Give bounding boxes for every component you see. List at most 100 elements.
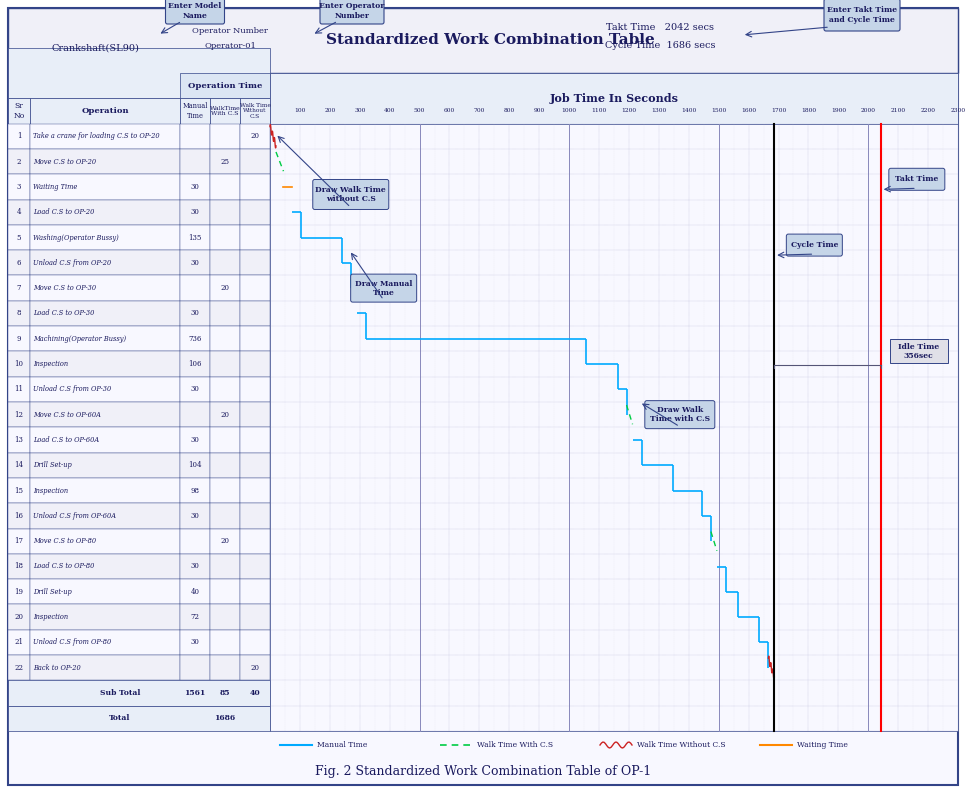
Text: Unload C.S from OP-60A: Unload C.S from OP-60A [33,512,116,520]
Bar [30,250,180,275]
Bar [240,98,270,124]
Bar [210,301,240,326]
Bar [180,377,210,402]
Text: Cycle Time: Cycle Time [790,241,838,249]
Bar [30,579,180,604]
Text: 11: 11 [14,385,23,393]
Bar [30,504,180,529]
Bar [180,529,210,554]
Text: Manual
Time: Manual Time [183,102,208,120]
Text: 19: 19 [14,588,23,596]
Text: 85: 85 [219,689,230,697]
Text: 6: 6 [16,259,21,266]
Text: 20: 20 [250,664,260,672]
Bar [240,377,270,402]
Bar [30,149,180,174]
Bar [210,200,240,225]
Bar [30,554,180,579]
Bar [30,124,180,149]
Text: Manual Time: Manual Time [317,741,367,749]
Text: 30: 30 [190,638,199,646]
Text: Total: Total [109,714,130,722]
Bar [8,377,30,402]
Text: 20: 20 [250,132,260,140]
Bar [210,149,240,174]
Text: 1700: 1700 [771,109,786,113]
Bar [180,478,210,504]
Text: 135: 135 [188,233,202,242]
Text: Machining(Operator Bussy): Machining(Operator Bussy) [33,335,127,343]
FancyBboxPatch shape [786,234,842,256]
Bar [8,453,30,478]
Text: 800: 800 [503,109,515,113]
Text: 30: 30 [190,309,199,317]
Text: Takt Time: Takt Time [895,175,939,183]
Bar [240,402,270,427]
Bar [180,579,210,604]
Text: Standardized Work Combination Table: Standardized Work Combination Table [326,33,654,47]
Bar [30,301,180,326]
Text: Load C.S to OP-60A: Load C.S to OP-60A [33,436,99,444]
Bar [240,225,270,250]
Text: 15: 15 [14,487,23,495]
Text: 356sec: 356sec [904,352,934,360]
Bar [210,579,240,604]
Text: 72: 72 [190,613,200,621]
Bar [240,149,270,174]
Bar [8,149,30,174]
Text: Enter Operator
Number: Enter Operator Number [320,2,384,20]
Text: 5: 5 [16,233,21,242]
Text: 40: 40 [249,689,261,697]
Bar [30,427,180,453]
Bar [240,351,270,377]
Bar [8,604,30,630]
Text: Back to OP-20: Back to OP-20 [33,664,81,672]
FancyBboxPatch shape [320,0,384,24]
Bar [30,200,180,225]
Text: 17: 17 [14,537,23,546]
Bar [240,579,270,604]
Text: Drill Set-up: Drill Set-up [33,588,71,596]
Text: 700: 700 [473,109,485,113]
Bar [8,402,30,427]
Text: Drill Set-up: Drill Set-up [33,462,71,469]
Bar [8,504,30,529]
Bar [30,630,180,655]
Bar [240,604,270,630]
Text: 1500: 1500 [711,109,726,113]
Text: 104: 104 [188,462,202,469]
Bar [240,427,270,453]
Text: 1100: 1100 [591,109,607,113]
Bar [30,174,180,200]
Text: Cycle Time  1686 secs: Cycle Time 1686 secs [605,40,715,49]
Text: Inspection: Inspection [33,613,69,621]
Bar [8,706,270,731]
Text: 100: 100 [295,109,305,113]
Text: Waiting Time: Waiting Time [797,741,848,749]
Text: Load C.S to OP-80: Load C.S to OP-80 [33,562,95,570]
Bar [30,604,180,630]
Bar [8,680,270,706]
Text: Enter Model
Name: Enter Model Name [168,2,221,20]
Bar [210,504,240,529]
Text: Enter Takt Time
and Cycle Time: Enter Takt Time and Cycle Time [827,6,897,24]
Bar [240,453,270,478]
Bar [210,554,240,579]
Bar [180,250,210,275]
Text: 1686: 1686 [214,714,236,722]
Bar [240,200,270,225]
Bar [30,655,180,680]
Text: 2300: 2300 [951,109,966,113]
Text: 8: 8 [16,309,21,317]
Text: 1400: 1400 [681,109,696,113]
Text: Load C.S to OP-20: Load C.S to OP-20 [33,209,95,216]
Bar [180,453,210,478]
Bar [180,351,210,377]
Bar [180,301,210,326]
Text: 200: 200 [325,109,335,113]
Bar [180,124,210,149]
Bar [30,225,180,250]
Text: 40: 40 [190,588,200,596]
Bar [8,301,30,326]
Text: Crankshaft(SL90): Crankshaft(SL90) [51,44,139,52]
